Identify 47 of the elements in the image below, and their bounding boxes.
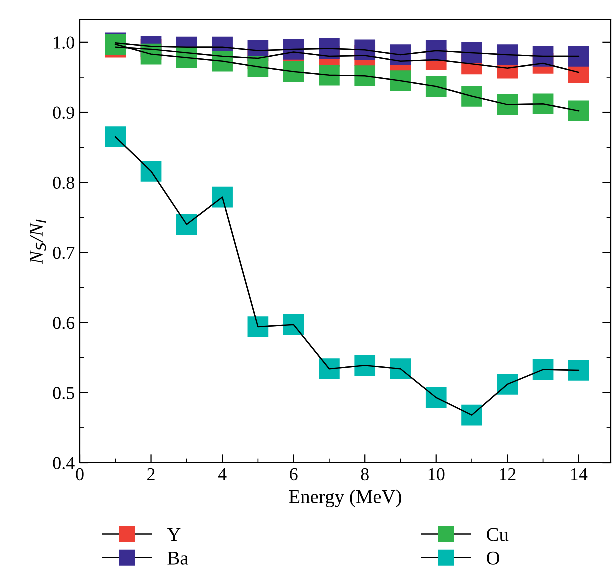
legend-label: Y	[167, 528, 181, 542]
legend-label: Ba	[168, 552, 189, 565]
point	[354, 355, 376, 376]
point	[390, 358, 412, 380]
point	[140, 160, 162, 182]
x-tick-label: 4	[218, 468, 227, 480]
point	[462, 42, 482, 64]
y-tick-label: 0.8	[53, 176, 74, 190]
y-tick-label: 0.9	[53, 106, 74, 120]
point	[319, 358, 340, 380]
point	[462, 86, 482, 107]
point	[248, 316, 269, 338]
point	[176, 214, 198, 236]
y-tick-label: 0.7	[53, 246, 75, 260]
x-tick-label: 10	[428, 468, 445, 481]
x-tick-label: 14	[571, 468, 588, 480]
point	[426, 76, 447, 98]
point	[426, 387, 447, 408]
point	[462, 404, 482, 426]
y-axis-title: N$_{S}$/N$_{I}$	[30, 220, 46, 264]
x-tick-label: 8	[361, 468, 369, 481]
x-axis-title: Energy (MeV)	[289, 490, 402, 508]
point	[283, 61, 304, 82]
x-tick-label: 0	[76, 468, 84, 481]
x-tick-label: 2	[148, 468, 155, 480]
point	[568, 360, 590, 381]
y-tick-label: 0.6	[53, 317, 75, 330]
x-tick-label: 6	[290, 468, 298, 481]
point	[568, 100, 590, 122]
point	[497, 44, 518, 66]
point	[319, 64, 340, 86]
point	[497, 94, 518, 116]
point	[354, 66, 376, 86]
point	[497, 374, 518, 395]
y-tick-label: 0.5	[53, 387, 74, 400]
point	[390, 70, 412, 92]
legend-label: Cu	[487, 528, 509, 542]
point	[105, 126, 126, 148]
point	[283, 314, 304, 336]
point	[532, 359, 554, 380]
point	[532, 94, 554, 115]
y-tick-label: 0.4	[53, 457, 75, 470]
point	[212, 186, 233, 208]
point	[568, 46, 590, 67]
y-tick-label: 1.0	[54, 36, 74, 49]
x-tick-label: 12	[500, 468, 516, 480]
legend-label: O	[487, 552, 500, 565]
